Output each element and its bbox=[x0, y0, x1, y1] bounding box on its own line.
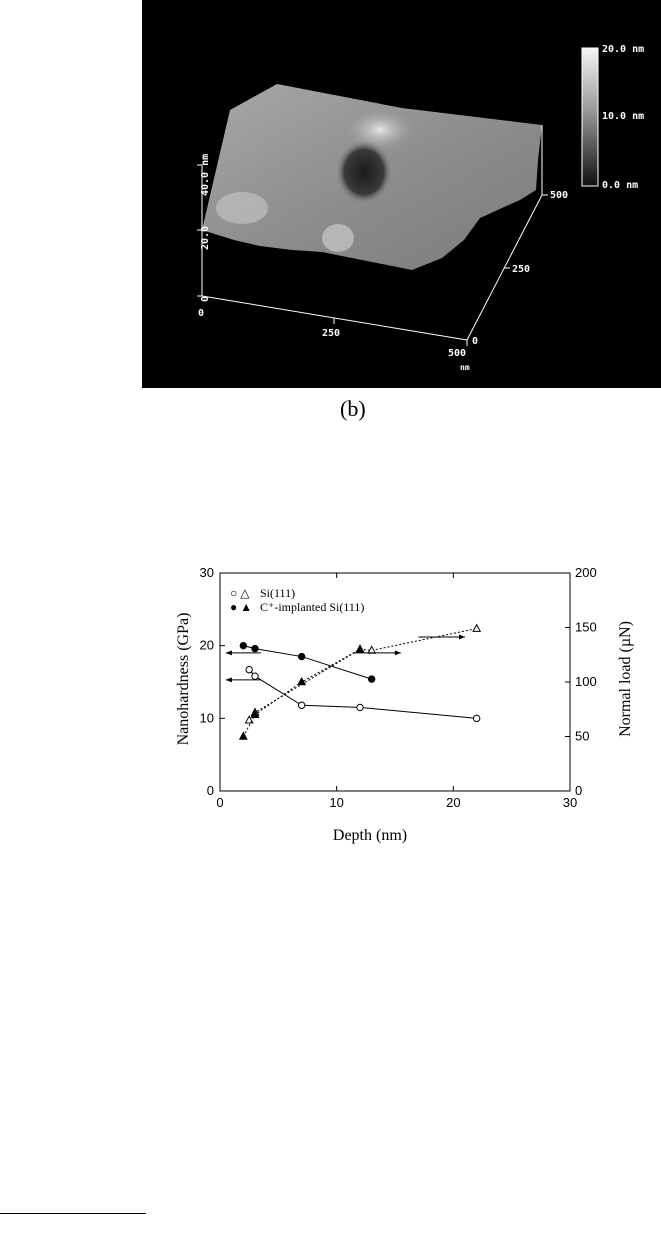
nanohardness-chart: 0 10 20 30 0 10 20 30 0 50 100 150 200 ○ △ Si(111) ●… bbox=[160, 555, 640, 855]
afm-z-label-top: 40.0 nm bbox=[200, 154, 211, 196]
x-tick-label: 10 bbox=[329, 795, 343, 810]
series-line-filled-triangle bbox=[242, 648, 361, 737]
figure-caption-b: (b) bbox=[340, 396, 366, 421]
afm-scale-label-mid: 10.0 nm bbox=[602, 111, 644, 122]
series-line-open-circle bbox=[248, 669, 477, 719]
afm-x-unit: nm bbox=[460, 363, 470, 372]
arrow-head bbox=[394, 650, 401, 656]
arrow-head bbox=[459, 634, 465, 640]
y-axis-title-right: Normal load (µN) bbox=[617, 621, 634, 737]
afm-y-label-250: 250 bbox=[512, 264, 530, 275]
afm-y-label-500: 500 bbox=[550, 190, 568, 201]
footnote-rule bbox=[0, 1213, 146, 1214]
afm-pit bbox=[336, 140, 392, 204]
series-layer bbox=[238, 623, 482, 740]
series-line-filled-circle bbox=[243, 645, 372, 680]
point-open-circle bbox=[472, 714, 481, 723]
afm-3d-image: 40.0 nm 20.0 0 0 250 500 nm 0 250 500 20… bbox=[142, 0, 661, 388]
y-tick-label-right: 150 bbox=[575, 620, 597, 635]
x-tick-label: 0 bbox=[216, 795, 223, 810]
afm-y-label-0: 0 bbox=[472, 336, 478, 347]
legend-label-si: Si(111) bbox=[260, 586, 295, 600]
legend-symbols-implanted: ● ▲ bbox=[230, 600, 252, 614]
legend-symbols-si: ○ △ bbox=[230, 586, 250, 600]
y-tick-label-left: 20 bbox=[200, 638, 214, 653]
afm-z-label-zero: 0 bbox=[200, 296, 211, 302]
afm-surface-svg: 40.0 nm 20.0 0 0 250 500 nm 0 250 500 20… bbox=[197, 44, 644, 372]
point-open-circle bbox=[251, 672, 259, 680]
afm-scale-label-top: 20.0 nm bbox=[602, 44, 644, 55]
point-filled-triangle bbox=[355, 644, 365, 653]
x-tick-label: 20 bbox=[446, 795, 460, 810]
point-open-circle bbox=[297, 701, 306, 709]
point-filled-circle bbox=[251, 644, 259, 653]
point-open-circle bbox=[356, 703, 364, 712]
y-tick-label-right: 50 bbox=[575, 729, 589, 744]
y-tick-label-left: 10 bbox=[200, 710, 214, 725]
point-filled-triangle bbox=[297, 676, 307, 686]
afm-scale-label-bottom: 0.0 nm bbox=[602, 180, 638, 191]
afm-z-label-mid: 20.0 bbox=[200, 226, 211, 250]
afm-x-label-250: 250 bbox=[322, 328, 340, 339]
arrow-head bbox=[225, 677, 232, 683]
point-open-circle bbox=[245, 665, 253, 674]
y-tick-label-left: 30 bbox=[200, 565, 214, 580]
point-filled-triangle bbox=[238, 731, 248, 740]
afm-x-label-0: 0 bbox=[198, 308, 204, 319]
y-tick-label-right: 0 bbox=[575, 783, 582, 798]
afm-scale-bar bbox=[581, 47, 599, 187]
arrow-layer bbox=[225, 634, 465, 683]
point-filled-circle bbox=[239, 641, 248, 650]
point-filled-circle bbox=[367, 675, 376, 683]
point-open-triangle bbox=[472, 623, 482, 632]
y-tick-label-left: 0 bbox=[207, 783, 214, 798]
y-tick-label-right: 200 bbox=[575, 565, 597, 580]
afm-lower-bump bbox=[322, 224, 354, 252]
x-axis-title: Depth (nm) bbox=[333, 827, 407, 844]
x-tick-label: 30 bbox=[563, 795, 577, 810]
afm-left-bump bbox=[216, 192, 268, 224]
legend-label-implanted: C⁺-implanted Si(111) bbox=[260, 600, 364, 614]
arrow-head bbox=[225, 650, 232, 656]
y-tick-label-right: 100 bbox=[575, 674, 597, 689]
point-filled-triangle bbox=[250, 709, 260, 718]
point-filled-circle bbox=[297, 652, 306, 661]
y-axis-title-left: Nanohardness (GPa) bbox=[175, 613, 192, 746]
afm-axes bbox=[197, 125, 548, 346]
legend: ○ △ Si(111) ● ▲ C⁺-implanted Si(111) bbox=[230, 586, 364, 614]
afm-x-label-500: 500 bbox=[448, 348, 466, 359]
